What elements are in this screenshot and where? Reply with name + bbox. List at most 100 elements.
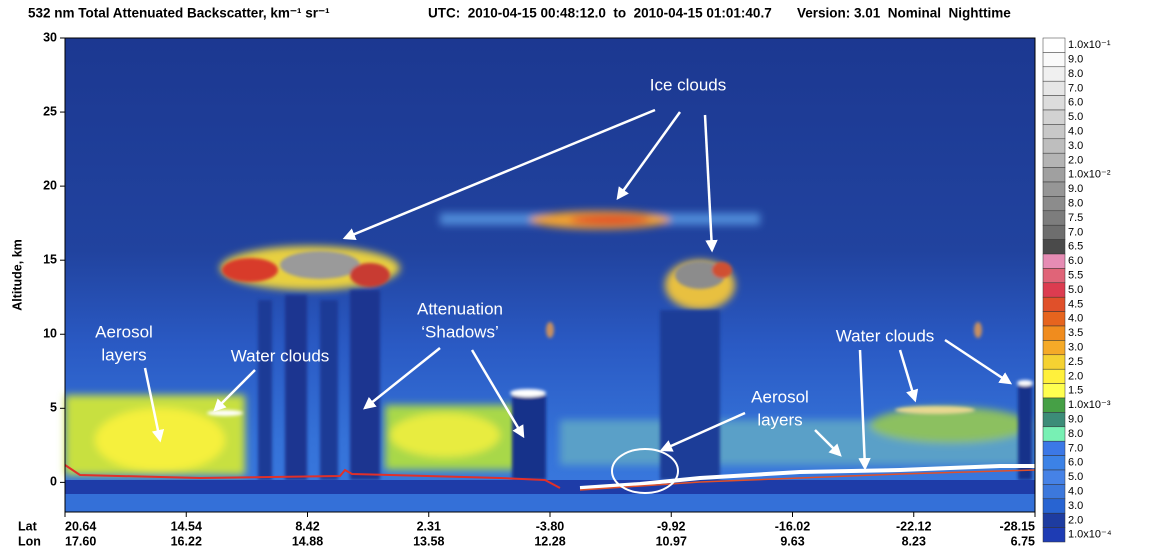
colorbar-swatch [1042,498,1066,514]
time-range: UTC: 2010-04-15 00:48:12.0 to 2010-04-15… [428,6,772,21]
colorbar-swatch [1042,469,1066,485]
colorbar-label: 6.0 [1068,457,1083,469]
colorbar-label: 7.5 [1068,212,1083,224]
colorbar-label: 9.0 [1068,54,1083,66]
colorbar-swatch [1042,239,1066,255]
colorbar-label: 3.0 [1068,500,1083,512]
lon-label: 9.63 [780,534,804,548]
y-tick-label: 5 [50,401,57,415]
colorbar-swatch [1042,268,1066,284]
colorbar-label: 8.0 [1068,198,1083,210]
colorbar-swatch [1042,167,1066,183]
colorbar-label: 6.0 [1068,97,1083,109]
colorbar-swatch [1042,181,1066,197]
colorbar-label: 1.0x10⁻¹ [1068,39,1111,51]
y-tick-label: 25 [43,104,57,118]
version: Version: 3.01 Nominal Nighttime [797,6,1011,21]
colorbar-label: 4.0 [1068,126,1083,138]
colorbar-swatch [1042,455,1066,471]
y-tick-label: 30 [43,30,57,44]
colorbar-swatch [1042,412,1066,428]
colorbar-label: 2.0 [1068,154,1083,166]
y-tick-label: 10 [43,327,57,341]
colorbar-swatch [1042,340,1066,356]
y-axis-label: Altitude, km [10,239,24,311]
lat-label: 2.31 [417,519,441,533]
lon-label: 10.97 [656,534,687,548]
colorbar-swatch [1042,296,1066,312]
colorbar-label: 8.0 [1068,428,1083,440]
colorbar-swatch [1042,66,1066,82]
colorbar-label: 8.0 [1068,68,1083,80]
annotation: Ice clouds [650,75,727,94]
colorbar-label: 3.0 [1068,342,1083,354]
colorbar-swatch [1042,383,1066,399]
lat-label: 14.54 [171,519,202,533]
x-row-label: Lon [18,534,41,548]
colorbar-label: 6.0 [1068,255,1083,267]
colorbar-label: 5.0 [1068,471,1083,483]
lon-label: 6.75 [1011,534,1035,548]
colorbar-swatch [1042,80,1066,96]
colorbar-label: 2.0 [1068,514,1083,526]
colorbar-swatch [1042,527,1066,543]
colorbar-swatch [1042,325,1066,341]
colorbar-label: 5.0 [1068,111,1083,123]
annotation: layers [101,345,146,364]
colorbar-swatch [1042,282,1066,298]
colorbar-label: 1.0x10⁻² [1068,169,1111,181]
colorbar-swatch [1042,354,1066,370]
colorbar-label: 4.5 [1068,298,1083,310]
colorbar-label: 4.0 [1068,313,1083,325]
colorbar-label: 4.0 [1068,486,1083,498]
colorbar-swatch [1042,109,1066,125]
colorbar-swatch [1042,512,1066,528]
annotation-arrows [143,108,1013,471]
colorbar-label: 3.0 [1068,140,1083,152]
colorbar-label: 2.5 [1068,356,1083,368]
colorbar-label: 1.5 [1068,385,1083,397]
annotation: ‘Shadows’ [421,322,499,341]
lat-label: -9.92 [657,519,686,533]
colorbar-swatch [1042,368,1066,384]
colorbar-swatch [1042,484,1066,500]
colorbar-label: 9.0 [1068,414,1083,426]
colorbar-swatch [1042,37,1066,53]
colorbar-swatch [1042,253,1066,269]
annotation: Aerosol [751,387,809,406]
colorbar-swatch [1042,124,1066,140]
lat-label: -3.80 [536,519,565,533]
annotation: Aerosol [95,322,153,341]
colorbar-swatch [1042,426,1066,442]
y-tick-label: 0 [50,475,57,489]
lat-label: -28.15 [1000,519,1035,533]
colorbar-label: 5.5 [1068,270,1083,282]
colorbar-label: 3.5 [1068,327,1083,339]
lat-label: 20.64 [65,519,96,533]
colorbar-swatch [1042,152,1066,168]
lon-label: 16.22 [171,534,202,548]
colorbar-swatch [1042,52,1066,68]
lon-label: 12.28 [534,534,565,548]
colorbar-label: 7.0 [1068,226,1083,238]
y-tick-label: 15 [43,252,57,266]
annotation: layers [757,410,802,429]
lon-label: 14.88 [292,534,323,548]
colorbar-swatch [1042,440,1066,456]
lat-label: -16.02 [775,519,810,533]
lon-label: 13.58 [413,534,444,548]
x-row-label: Lat [18,519,38,533]
lat-label: -22.12 [896,519,931,533]
colorbar-swatch [1042,224,1066,240]
colorbar-label: 1.0x10⁻³ [1068,399,1111,411]
annotation: Water clouds [231,346,330,365]
colorbar-swatch [1042,397,1066,413]
colorbar-swatch [1042,311,1066,327]
colorbar-label: 2.0 [1068,370,1083,382]
colorbar-swatch [1042,196,1066,212]
colorbar-label: 9.0 [1068,183,1083,195]
lon-label: 8.23 [902,534,926,548]
lon-label: 17.60 [65,534,96,548]
annotation: Water clouds [836,326,935,345]
